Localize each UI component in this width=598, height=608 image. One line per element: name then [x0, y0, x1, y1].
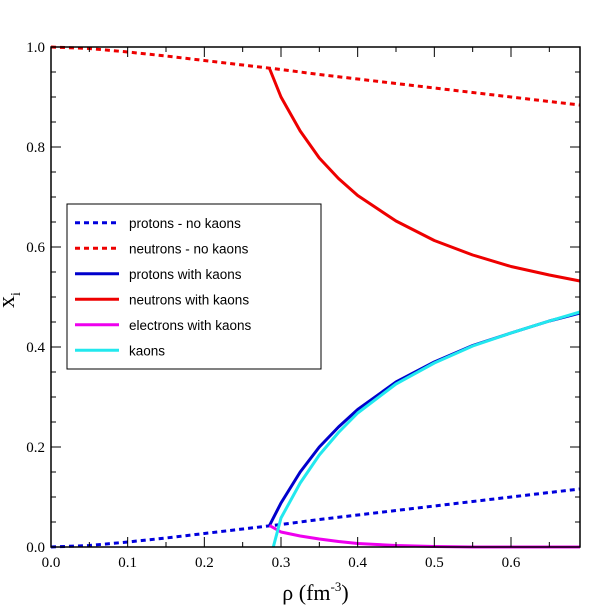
y-axis-label-main: x: [0, 296, 20, 308]
x-axis-label-superscript: -3: [331, 579, 342, 594]
series-line-5: [268, 524, 580, 549]
x-tick-label: 0.2: [195, 555, 214, 571]
legend-label-6: kaons: [129, 343, 165, 358]
legend: protons - no kaons neutrons - no kaons pro…: [66, 203, 322, 370]
y-tick-label: 1.0: [26, 40, 45, 56]
x-tick-label: 0.1: [118, 555, 137, 571]
series-layer: [50, 45, 581, 549]
y-tick-label: 0.6: [26, 240, 45, 256]
x-axis-label-main: ρ (fm: [282, 580, 330, 605]
y-tick-label: 0.8: [26, 140, 45, 156]
ticks-layer: 0.0 0.1 0.2 0.3 0.4 0.5 0.6 0.0 0.2 0.4 0.6 0.8 1.0: [26, 40, 580, 571]
y-axis-label: xi: [0, 292, 24, 308]
legend-label-1: protons - no kaons: [129, 216, 241, 231]
y-tick-label: 0.0: [26, 540, 45, 556]
x-tick-label: 0.3: [272, 555, 291, 571]
x-tick-label: 0.6: [502, 555, 521, 571]
x-tick-label: 0.4: [348, 555, 367, 571]
series-line-4: [268, 67, 581, 283]
legend-label-5: electrons with kaons: [129, 318, 252, 333]
x-tick-label: 0.5: [425, 555, 444, 571]
series-line-6: [271, 310, 581, 548]
legend-label-3: protons with kaons: [129, 267, 242, 282]
y-tick-label: 0.2: [26, 440, 45, 456]
x-axis-label: ρ (fm-3): [282, 579, 348, 605]
legend-label-2: neutrons - no kaons: [129, 241, 249, 256]
x-axis-label-suffix: ): [341, 580, 348, 605]
y-axis-label-subscript: i: [9, 292, 24, 296]
y-tick-label: 0.4: [26, 340, 45, 356]
x-tick-label: 0.0: [42, 555, 61, 571]
series-line-2: [50, 45, 581, 107]
legend-label-4: neutrons with kaons: [129, 292, 249, 307]
legend-box: [66, 203, 322, 370]
